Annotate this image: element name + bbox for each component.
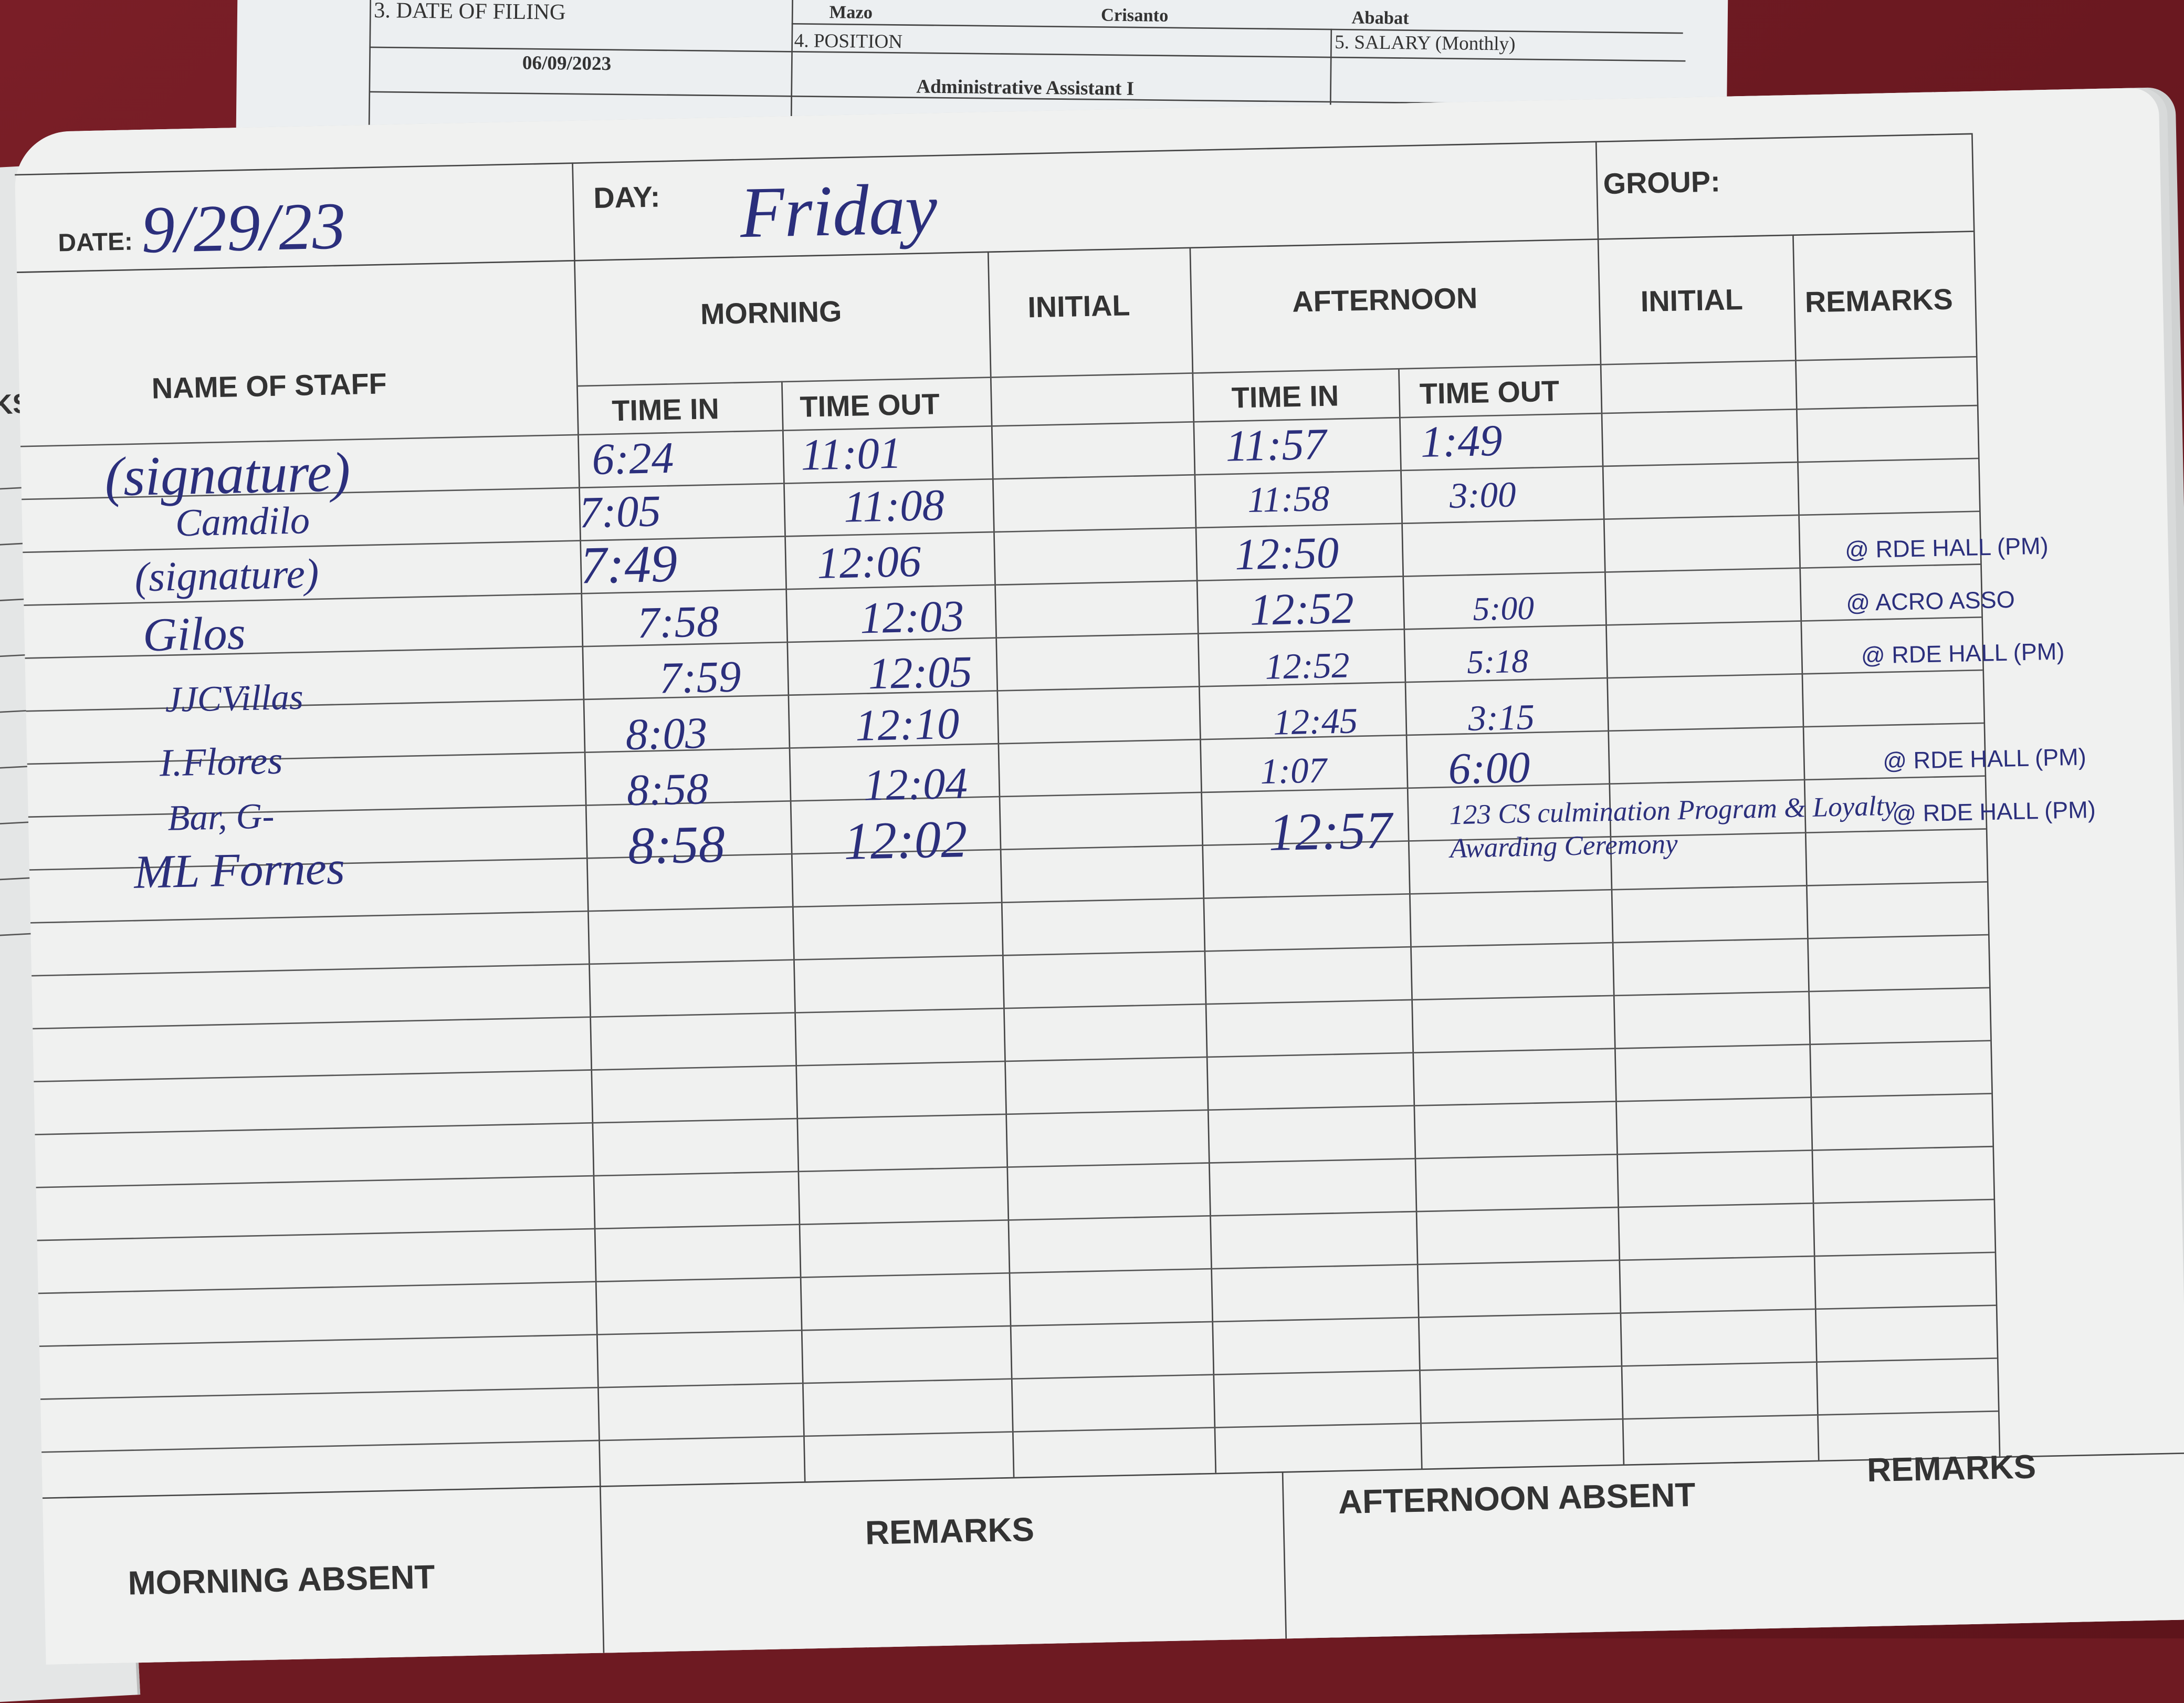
remarks: @ ACRO ASSO [1845, 586, 2015, 617]
initial-am-header: INITIAL [1027, 290, 1131, 325]
remarks: @ RDE HALL (PM) [1882, 744, 2087, 775]
pm-time-in: 11:57 [1225, 418, 1327, 471]
pm-time-out: 6:00 [1447, 741, 1531, 794]
attendance-logbook: DATE: 9/29/23 DAY: Friday GROUP: NAME OF… [14, 87, 2184, 1665]
staff-name: Camdilo [175, 499, 310, 546]
staff-name: (signature) [134, 551, 320, 601]
am-time-out-header: TIME OUT [799, 389, 940, 424]
pm-time-out: 3:15 [1467, 697, 1535, 739]
am-time-out: 12:10 [855, 697, 960, 750]
name-of-staff-header: NAME OF STAFF [151, 368, 387, 405]
am-time-in: 7:58 [636, 595, 720, 647]
position-value: Administrative Assistant I [916, 77, 1135, 101]
date-of-filing-label: 3. DATE OF FILING [373, 0, 566, 25]
pm-time-in-header: TIME IN [1231, 380, 1339, 415]
am-time-in: 7:49 [580, 535, 678, 596]
staff-name: (signature) [104, 440, 351, 508]
afternoon-absent-label: AFTERNOON ABSENT [1338, 1477, 1696, 1522]
date-of-filing-value: 06/09/2023 [522, 54, 612, 76]
pm-time-in: 12:45 [1273, 701, 1358, 743]
remarks: @ RDE HALL (PM) [1892, 797, 2096, 828]
pm-time-in: 12:52 [1249, 582, 1354, 635]
remarks-header: REMARKS [1804, 284, 1954, 319]
pm-time-out-header: TIME OUT [1419, 375, 1560, 411]
date-value: 9/29/23 [140, 189, 346, 268]
afternoon-header: AFTERNOON [1292, 283, 1478, 319]
pm-time-in: 12:57 [1268, 801, 1393, 863]
am-time-out: 12:06 [816, 535, 922, 588]
am-time-out: 12:04 [863, 757, 968, 810]
form-name-2: Crisanto [1100, 4, 1169, 26]
am-time-in: 7:59 [658, 651, 742, 703]
morning-header: MORNING [700, 296, 842, 331]
pm-time-in: 12:52 [1264, 645, 1350, 687]
staff-name: I.Flores [159, 739, 284, 786]
am-time-out: 11:01 [800, 427, 902, 480]
afternoon-remarks-label: REMARKS [1866, 1448, 2036, 1490]
remarks: @ RDE HALL (PM) [1844, 532, 2049, 564]
staff-name: ML Fornes [133, 843, 345, 900]
am-time-out: 12:02 [843, 810, 968, 872]
am-time-in: 8:58 [627, 816, 726, 876]
am-time-in-header: TIME IN [611, 393, 720, 428]
am-time-out: 12:05 [867, 646, 973, 698]
initial-pm-header: INITIAL [1640, 284, 1744, 319]
date-label: DATE: [57, 227, 133, 257]
staff-name: JJCVillas [164, 676, 304, 720]
salary-label: 5. SALARY (Monthly) [1334, 33, 1516, 56]
am-time-in: 7:05 [579, 485, 662, 537]
staff-name: Bar, G- [167, 796, 275, 839]
am-time-in: 8:58 [626, 763, 709, 815]
position-label: 4. POSITION [794, 31, 903, 54]
staff-name: Gilos [142, 608, 246, 662]
remarks: @ RDE HALL (PM) [1861, 638, 2065, 670]
pm-time-in: 1:07 [1259, 750, 1327, 792]
am-time-out: 12:03 [859, 590, 965, 643]
am-time-out: 11:08 [843, 479, 945, 532]
pm-time-out-note: 123 CS culmination Program & Loyalty Awa… [1448, 791, 1897, 865]
pm-time-out: 3:00 [1449, 474, 1517, 516]
day-label: DAY: [593, 181, 661, 215]
form-name-1: Mazo [829, 1, 873, 23]
day-value: Friday [739, 170, 938, 254]
morning-absent-label: MORNING ABSENT [127, 1559, 436, 1603]
am-time-in: 8:03 [625, 707, 708, 759]
pm-time-out: 5:18 [1466, 644, 1529, 682]
pm-time-in: 12:50 [1234, 527, 1340, 579]
pm-time-out: 1:49 [1420, 414, 1503, 467]
morning-remarks-label: REMARKS [865, 1511, 1035, 1553]
pm-time-out: 5:00 [1472, 591, 1535, 629]
pm-time-in: 11:58 [1247, 478, 1330, 520]
form-name-3: Ababat [1351, 6, 1410, 28]
group-label: GROUP: [1603, 166, 1721, 201]
am-time-in: 6:24 [591, 432, 675, 484]
